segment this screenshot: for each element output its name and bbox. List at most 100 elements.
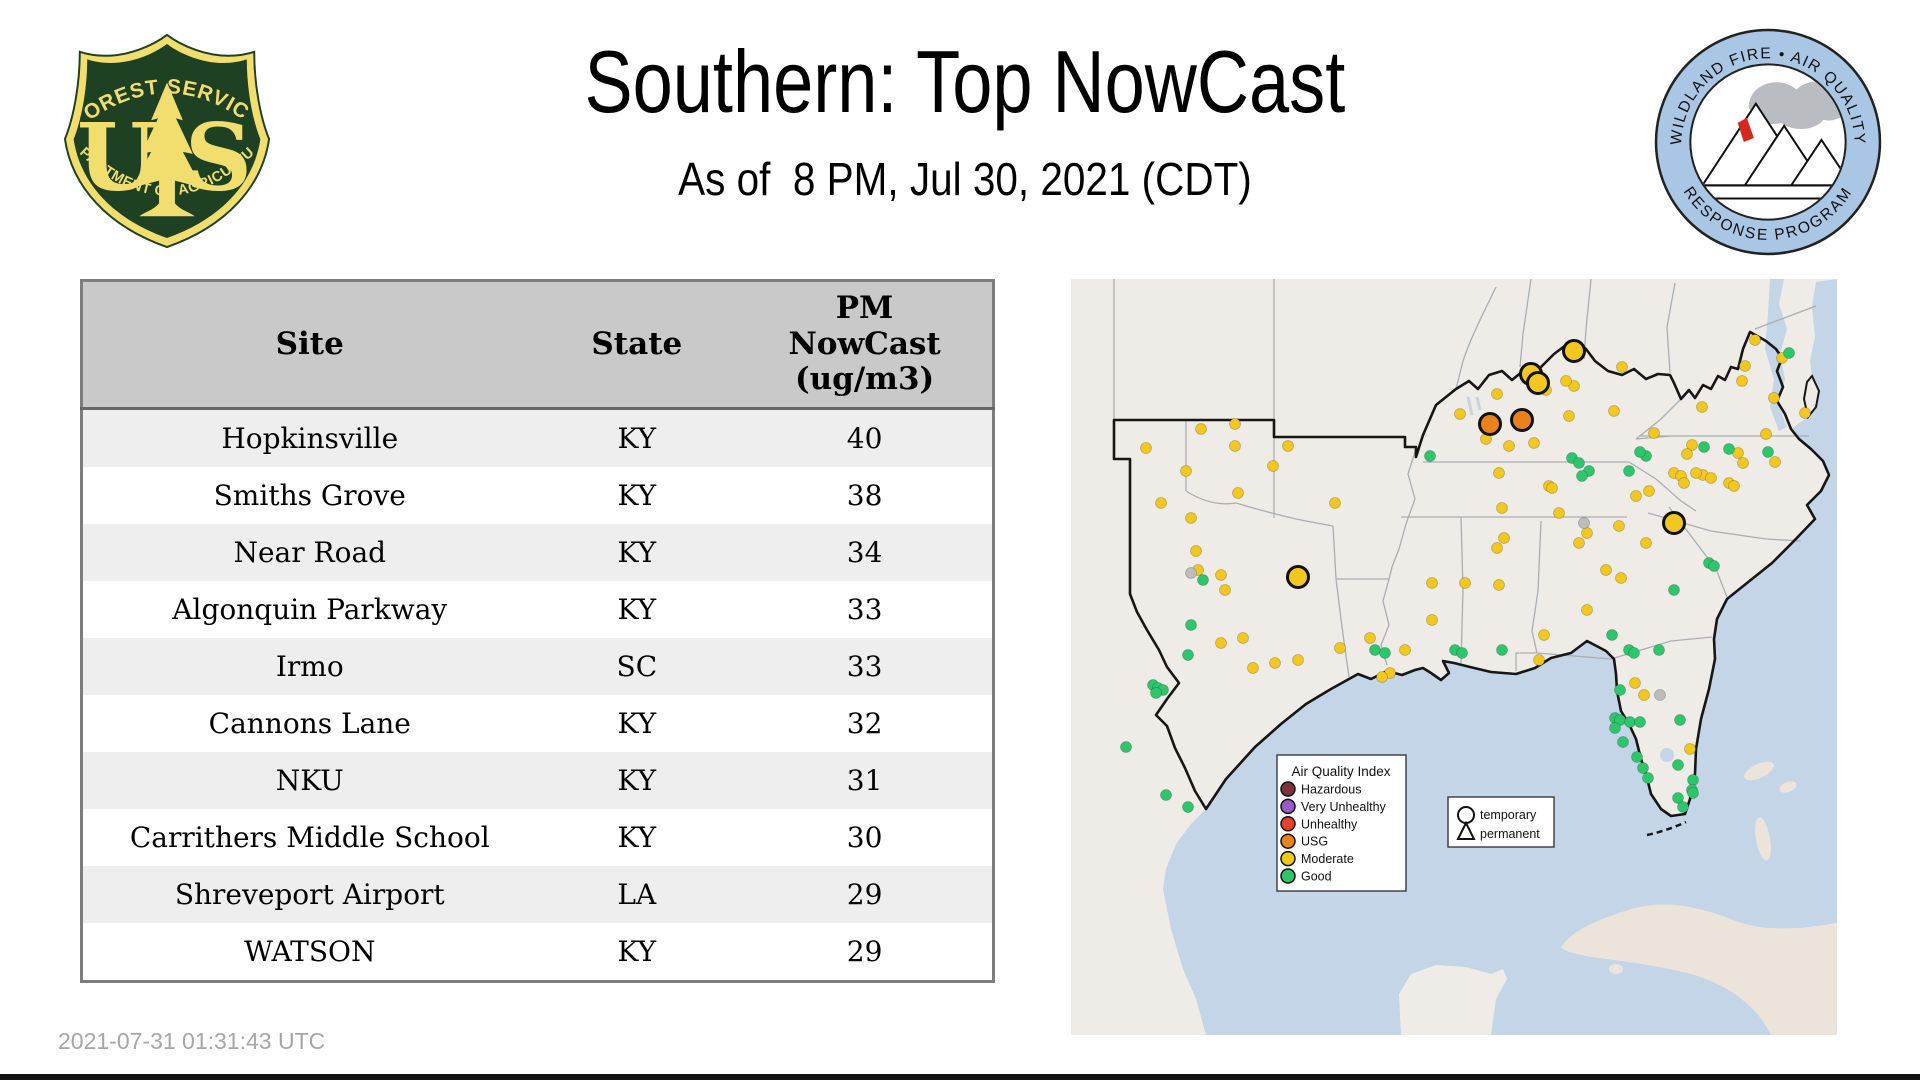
table-row: Irmo SC 33 — [81, 638, 994, 695]
monitor-dot-moderate — [1728, 480, 1740, 492]
pine-tree-icon — [132, 82, 202, 217]
monitor-dot-good — [1687, 774, 1699, 786]
legend-swatch-icon — [1280, 850, 1296, 867]
monitor-dot-moderate — [1684, 743, 1696, 755]
monitor-dot-moderate — [1267, 460, 1279, 472]
monitor-dot-good — [1573, 457, 1585, 469]
site-cell: NKU — [81, 752, 537, 809]
legend-item-label: Unhealthy — [1301, 817, 1358, 831]
smoke-plume-icon — [1748, 81, 1845, 129]
monitor-dot-good — [1672, 759, 1684, 771]
monitor-dot-moderate — [1454, 408, 1466, 420]
monitor-dot-moderate — [1292, 654, 1304, 666]
value-cell: 30 — [737, 809, 994, 866]
legend-item-label: USG — [1301, 835, 1328, 849]
fs-logo-letter-u: U — [77, 103, 158, 212]
monitor-dot-moderate — [1648, 427, 1660, 439]
lake-okeechobee — [1660, 748, 1674, 762]
value-cell: 33 — [737, 638, 994, 695]
state-cell: KY — [536, 408, 738, 467]
monitor-dot-moderate — [1705, 472, 1717, 484]
state-cell: KY — [536, 524, 738, 581]
monitor-dot-good — [1617, 736, 1629, 748]
monitor-dot-good — [1150, 687, 1162, 699]
monitor-dot-moderate — [1608, 405, 1620, 417]
table-row: Shreveport Airport LA 29 — [81, 866, 994, 923]
monitor-dot-good — [1185, 619, 1197, 631]
legend-item-label: Good — [1301, 870, 1332, 884]
temporary-monitor-marker — [1662, 511, 1686, 535]
monitor-dot-good — [1677, 801, 1689, 813]
value-cell: 34 — [737, 524, 994, 581]
state-cell: SC — [536, 638, 738, 695]
state-cell: KY — [536, 923, 738, 982]
site-cell: Smiths Grove — [81, 467, 537, 524]
monitor-dot-moderate — [1768, 392, 1780, 404]
monitor-dot-good — [1120, 741, 1132, 753]
site-cell: Cannons Lane — [81, 695, 537, 752]
legend-swatch-icon — [1280, 816, 1296, 832]
monitor-dot-moderate — [1503, 440, 1515, 452]
page-title: Southern: Top NowCast — [584, 32, 1346, 131]
monitor-dot-good — [1182, 649, 1194, 661]
monitor-dot-moderate — [1533, 654, 1545, 666]
monitor-dot-moderate — [1229, 418, 1241, 430]
monitor-dot-good — [1576, 470, 1588, 482]
monitor-dot-good — [1708, 560, 1720, 572]
monitor-dot-good — [1634, 446, 1646, 458]
marker-legend: temporary permanent — [1447, 796, 1555, 848]
legend-item-label: Very Unhealthy — [1301, 800, 1387, 814]
monitor-dot-moderate — [1498, 532, 1510, 544]
monitor-dot-moderate — [1215, 569, 1227, 581]
monitor-dot-good — [1687, 787, 1699, 799]
state-borders — [1113, 279, 1817, 678]
aqi-map: Air Quality Index Hazardous Very Unhealth… — [1071, 279, 1837, 1035]
table-header-row: Site State PM NowCast (ug/m3) — [81, 280, 994, 410]
monitor-dot-good — [1456, 647, 1468, 659]
monitor-dot-moderate — [1376, 671, 1388, 683]
monitor-dot-good — [1628, 647, 1640, 659]
monitor-dot-moderate — [1615, 572, 1627, 584]
monitor-dot-good — [1653, 644, 1665, 656]
monitor-dot-moderate — [1496, 502, 1508, 514]
monitor-dots-layer — [1120, 334, 1811, 813]
monitor-dot-good — [1197, 574, 1209, 586]
state-cell: KY — [536, 695, 738, 752]
value-cell: 38 — [737, 467, 994, 524]
site-cell: Shreveport Airport — [81, 866, 537, 923]
monitor-dot-good — [1674, 714, 1686, 726]
monitor-dot-moderate — [1690, 467, 1702, 479]
monitor-dot-good — [1783, 347, 1795, 359]
monitor-dot-moderate — [1760, 428, 1772, 440]
permanent-label: permanent — [1480, 827, 1540, 841]
monitor-dot-moderate — [1229, 440, 1241, 452]
value-cell: 29 — [737, 866, 994, 923]
monitor-dot-good — [1723, 443, 1735, 455]
monitor-dot-inactive — [1578, 517, 1590, 529]
monitor-dot-moderate — [1334, 642, 1346, 654]
monitor-dot-moderate — [1140, 442, 1152, 454]
legend-swatch-icon — [1280, 798, 1296, 815]
legend-swatch-icon — [1280, 781, 1296, 797]
monitor-dot-moderate — [1399, 644, 1411, 656]
page-subtitle: As of 8 PM, Jul 30, 2021 (CDT) — [678, 153, 1252, 205]
monitor-dot-good — [1160, 789, 1172, 801]
monitor-dot-moderate — [1269, 657, 1281, 669]
monitor-dot-moderate — [1195, 423, 1207, 435]
monitor-dot-inactive — [1185, 567, 1197, 579]
monitor-dot-good — [1634, 716, 1646, 728]
value-cell: 31 — [737, 752, 994, 809]
cuba-land — [1561, 904, 1837, 1035]
forest-service-logo: FOREST SERVICE U S DEPARTMENT OF AGRICUL… — [58, 30, 271, 249]
monitor-dot-moderate — [1630, 490, 1642, 502]
bahamas-land — [1744, 761, 1797, 861]
legend-swatch-icon — [1280, 868, 1296, 884]
bottom-edge-bar — [0, 1074, 1920, 1080]
monitor-dot-good — [1762, 446, 1774, 458]
monitor-dot-moderate — [1678, 477, 1690, 489]
kentucky-lakes — [1466, 396, 1482, 416]
monitor-dot-moderate — [1736, 375, 1748, 387]
monitor-dot-inactive — [1654, 689, 1666, 701]
monitor-dot-moderate — [1581, 527, 1593, 539]
value-cell: 33 — [737, 581, 994, 638]
